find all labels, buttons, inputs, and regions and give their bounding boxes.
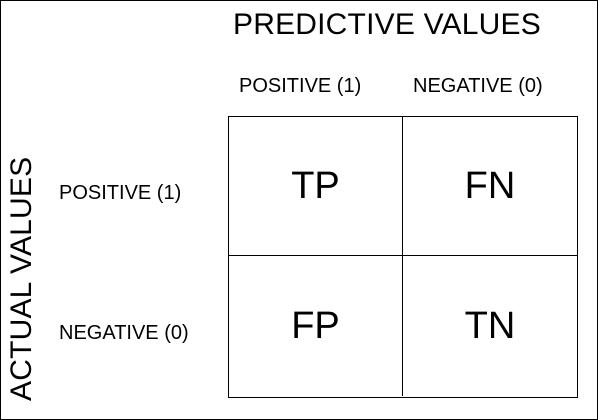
matrix-grid: TP FN FP TN	[228, 116, 578, 398]
row-label-positive: POSITIVE (1)	[59, 182, 182, 204]
row-label-negative: NEGATIVE (0)	[59, 322, 189, 344]
cell-true-negative: TN	[464, 305, 516, 347]
cell-true-positive: TP	[229, 117, 403, 256]
predicted-values-title: PREDICTIVE VALUES	[233, 8, 541, 41]
actual-values-title: ACTUAL VALUES	[5, 156, 38, 401]
column-label-negative: NEGATIVE (0)	[413, 75, 543, 97]
column-label-positive: POSITIVE (1)	[239, 75, 362, 97]
cell-false-negative: FN	[403, 117, 577, 256]
cell-false-positive: FP	[229, 256, 403, 396]
